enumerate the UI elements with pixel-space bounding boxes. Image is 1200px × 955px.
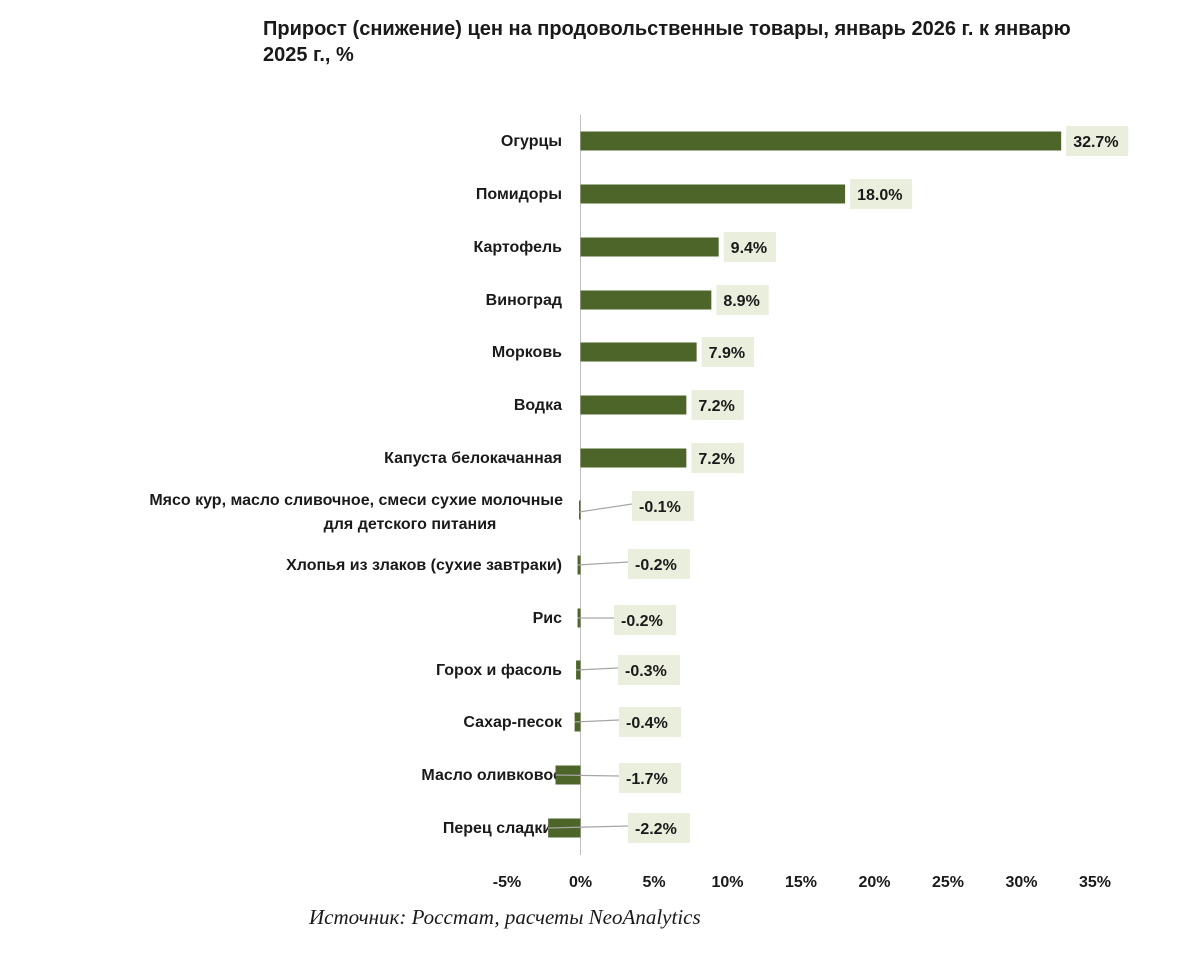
x-tick-label: 0% [569,874,592,891]
bar [580,237,719,257]
category-label-line: для детского питания [324,516,497,533]
data-label-bg [628,549,690,579]
data-label: 18.0% [857,187,902,204]
category-label: Рис [533,610,563,627]
data-label: -1.7% [626,771,668,788]
data-label-bg [701,337,755,367]
data-label: 7.2% [698,451,734,468]
data-label-bg [628,813,690,843]
bar [579,500,581,520]
leader-line [574,719,620,723]
category-label: Картофель [473,239,562,256]
bar [580,184,846,204]
x-tick-label: 15% [785,874,817,891]
leader-line [577,561,629,566]
data-label: 8.9% [723,293,759,310]
data-label: -0.1% [639,499,681,516]
data-label-bg [691,443,744,473]
data-label-bg [723,232,777,262]
x-tick-label: 25% [932,874,964,891]
x-tick-label: 35% [1079,874,1111,891]
data-label-bg [619,763,681,793]
data-label-bg [619,707,681,737]
x-tick-label: 10% [711,874,743,891]
data-label-bg [691,390,744,420]
data-label-bg [614,605,676,635]
data-label-bg [850,179,913,209]
data-label: -0.2% [621,613,663,630]
bar [580,342,697,362]
leader-line [548,825,629,829]
bar [580,290,712,310]
data-label: -0.3% [625,663,667,680]
x-tick-label: 5% [642,874,665,891]
data-label-bg [632,491,694,521]
bar [580,448,687,468]
category-label: Сахар-песок [463,714,563,731]
data-label: -2.2% [635,821,677,838]
chart-title: Прирост (снижение) цен на продовольствен… [263,18,1071,66]
data-label: 9.4% [731,240,767,257]
data-label: 7.9% [709,345,745,362]
category-label: Водка [514,397,562,414]
leader-line [576,667,619,671]
data-label: 32.7% [1073,134,1118,151]
bar [580,131,1062,151]
x-tick-label: 20% [858,874,890,891]
data-label: -0.2% [635,557,677,574]
category-label-line: Мясо кур, масло сливочное, смеси сухие м… [149,492,563,509]
data-label: 7.2% [698,398,734,415]
leader-line [578,503,633,513]
category-label: Масло оливковое [421,767,562,784]
category-label: Хлопья из злаков (сухие завтраки) [286,557,562,574]
category-label: Перец сладкий [443,820,562,837]
category-label: Мясо кур, масло сливочное, смеси сухие м… [149,492,563,533]
bar [580,395,687,415]
category-label: Огурцы [501,133,562,150]
data-label-bg [618,655,680,685]
data-label-bg [716,285,769,315]
category-label: Капуста белокачанная [384,450,562,467]
data-label-bg [1066,126,1129,156]
leader-line [555,774,620,777]
x-tick-label: -5% [493,874,521,891]
x-tick-label: 30% [1005,874,1037,891]
category-label: Виноград [486,292,562,309]
source-note: Источник: Росстат, расчеты NeoAnalytics [309,905,701,929]
data-label: -0.4% [626,715,668,732]
category-label: Морковь [492,344,562,361]
category-label: Помидоры [476,186,562,203]
category-label: Горох и фасоль [436,662,562,679]
